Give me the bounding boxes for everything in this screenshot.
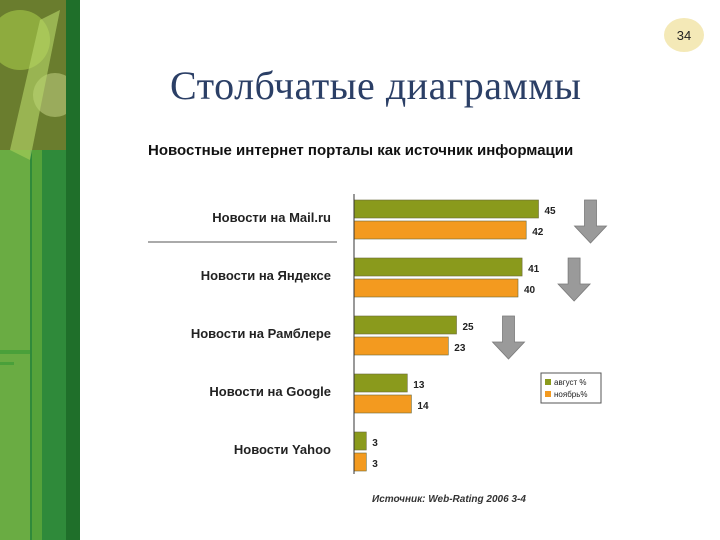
bar-august (353, 373, 408, 393)
data-label: 45 (545, 206, 557, 217)
data-label: 25 (463, 322, 475, 333)
category-label: Новости на Mail.ru (212, 210, 331, 225)
data-label: 40 (524, 285, 536, 296)
decline-arrow-icon (557, 257, 592, 302)
bar-august (353, 315, 457, 335)
data-label: 14 (417, 401, 429, 412)
category-label: Новости на Яндексе (201, 268, 331, 283)
category-label: Новости на Google (209, 384, 331, 399)
category-label: Новости на Рамблере (191, 326, 331, 341)
sidebar-decoration (0, 0, 80, 540)
bar-november (353, 220, 527, 240)
page-number: 34 (664, 18, 704, 52)
bar-august (353, 199, 539, 219)
bar-november (353, 452, 367, 472)
bar-november (353, 394, 412, 414)
bar-august (353, 431, 367, 451)
slide-title: Столбчатые диаграммы (170, 63, 582, 108)
chart-title: Новостные интернет порталы как источник … (148, 142, 573, 159)
decline-arrow-icon (573, 199, 608, 244)
bar-november (353, 336, 449, 356)
legend-swatch (545, 391, 551, 397)
sidebar-graphic (0, 0, 80, 540)
source-note: Источник: Web-Rating 2006 3-4 (372, 494, 526, 505)
data-label: 42 (532, 227, 544, 238)
data-label: 3 (372, 459, 378, 470)
data-label: 41 (528, 264, 540, 275)
legend-swatch (545, 379, 551, 385)
legend-label: август % (554, 378, 587, 387)
data-label: 23 (454, 343, 466, 354)
legend-label: ноябрь% (554, 390, 588, 399)
data-label: 13 (413, 380, 425, 391)
data-label: 3 (372, 438, 378, 449)
bar-august (353, 257, 523, 277)
legend-box (540, 372, 602, 404)
category-label: Новости Yahoo (234, 442, 331, 457)
decline-arrow-icon (491, 315, 526, 360)
bar-november (353, 278, 519, 298)
